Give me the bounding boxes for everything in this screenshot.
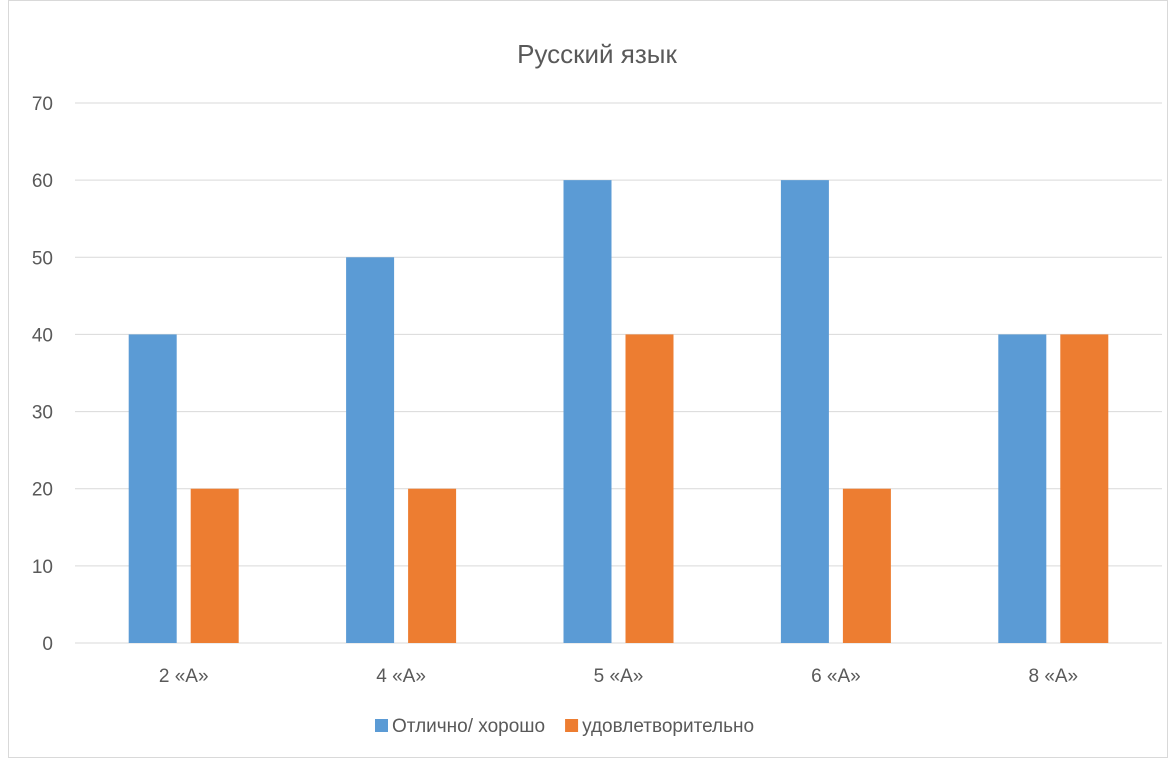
bar-series-2 [408, 488, 457, 643]
bar-series-1 [563, 180, 612, 643]
x-axis-ticks: 2 «А» 4 «А» 5 «А» 6 «А» 8 «А» [159, 666, 1078, 687]
legend-label: Отлично/ хорошо [392, 716, 545, 737]
x-tick-label: 5 «А» [594, 666, 644, 687]
x-tick-label: 8 «А» [1028, 666, 1078, 687]
y-axis-ticks: 0 10 20 30 40 50 60 70 [32, 94, 53, 655]
x-tick-label: 6 «А» [811, 666, 861, 687]
chart-title: Русский язык [517, 39, 677, 69]
bar-series-1 [128, 334, 177, 643]
y-tick-label: 0 [42, 634, 53, 655]
bars [128, 180, 1109, 643]
y-tick-label: 60 [32, 171, 53, 192]
x-tick-label: 2 «А» [159, 666, 209, 687]
bar-series-2 [625, 334, 674, 643]
bar-series-1 [346, 257, 395, 643]
gridlines [75, 102, 1162, 644]
bar-chart: Русский язык 0 10 20 30 40 50 60 70 2 «А» 4 «А» 5… [32, 39, 1162, 737]
y-tick-label: 70 [32, 94, 53, 115]
bar-series-1 [998, 334, 1047, 643]
bar-series-2 [1060, 334, 1109, 643]
y-tick-label: 30 [32, 403, 53, 424]
bar-series-1 [780, 180, 829, 643]
chart-frame: Русский язык 0 10 20 30 40 50 60 70 2 «А» 4 «А» 5… [8, 0, 1168, 758]
legend-swatch [565, 719, 579, 732]
bar-series-2 [190, 488, 239, 643]
y-tick-label: 20 [32, 480, 53, 501]
y-tick-label: 10 [32, 557, 53, 578]
bar-series-2 [842, 488, 891, 643]
legend-label: удовлетворительно [582, 716, 754, 737]
x-tick-label: 4 «А» [376, 666, 426, 687]
y-tick-label: 40 [32, 325, 53, 346]
legend-swatch [375, 719, 388, 732]
legend: Отлично/ хорошо удовлетворительно [375, 716, 754, 737]
y-tick-label: 50 [32, 248, 53, 269]
